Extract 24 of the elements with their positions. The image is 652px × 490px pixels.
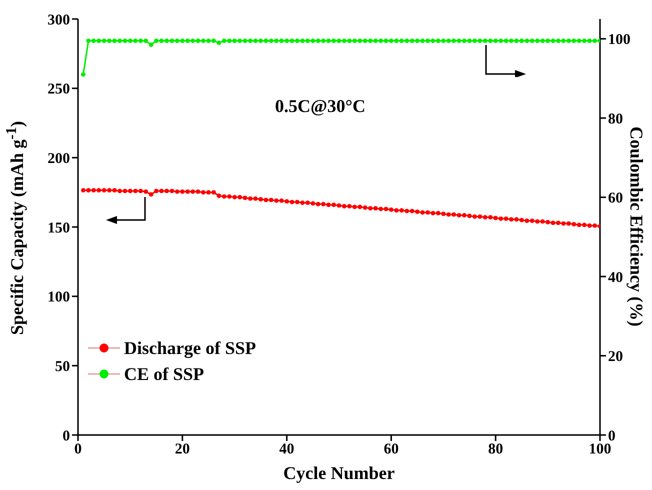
y2-tick-label: 20 [608,349,623,366]
x-axis-title: Cycle Number [282,463,396,484]
y-tick-label: 50 [55,358,70,375]
x-tick-label: 80 [488,442,504,458]
legend-label: Discharge of SSP [124,337,256,360]
y-tick-label: 0 [62,428,70,444]
y-tick-label: 200 [48,150,70,167]
y2-tick-label: 0 [608,428,616,444]
x-tick-label: 60 [384,442,399,458]
y2-tick-label: 100 [608,32,630,48]
y-tick-label: 100 [48,290,70,306]
annotation: 0.5C@30°C [275,96,366,117]
x-tick-label: 100 [588,442,612,458]
y2-axis-title: Coulombic Efficiency (%) [626,126,646,326]
legend-label: CE of SSP [124,363,204,386]
y-tick-label: 150 [48,220,70,236]
y-tick-label: 250 [48,82,70,98]
x-tick-label: 40 [279,442,294,458]
x-tick-label: 0 [74,442,82,458]
y2-tick-label: 80 [608,111,623,128]
y2-tick-label: 60 [608,190,623,207]
x-tick-label: 20 [174,442,190,458]
y-tick-label: 300 [48,12,70,28]
y2-tick-label: 40 [608,270,623,286]
